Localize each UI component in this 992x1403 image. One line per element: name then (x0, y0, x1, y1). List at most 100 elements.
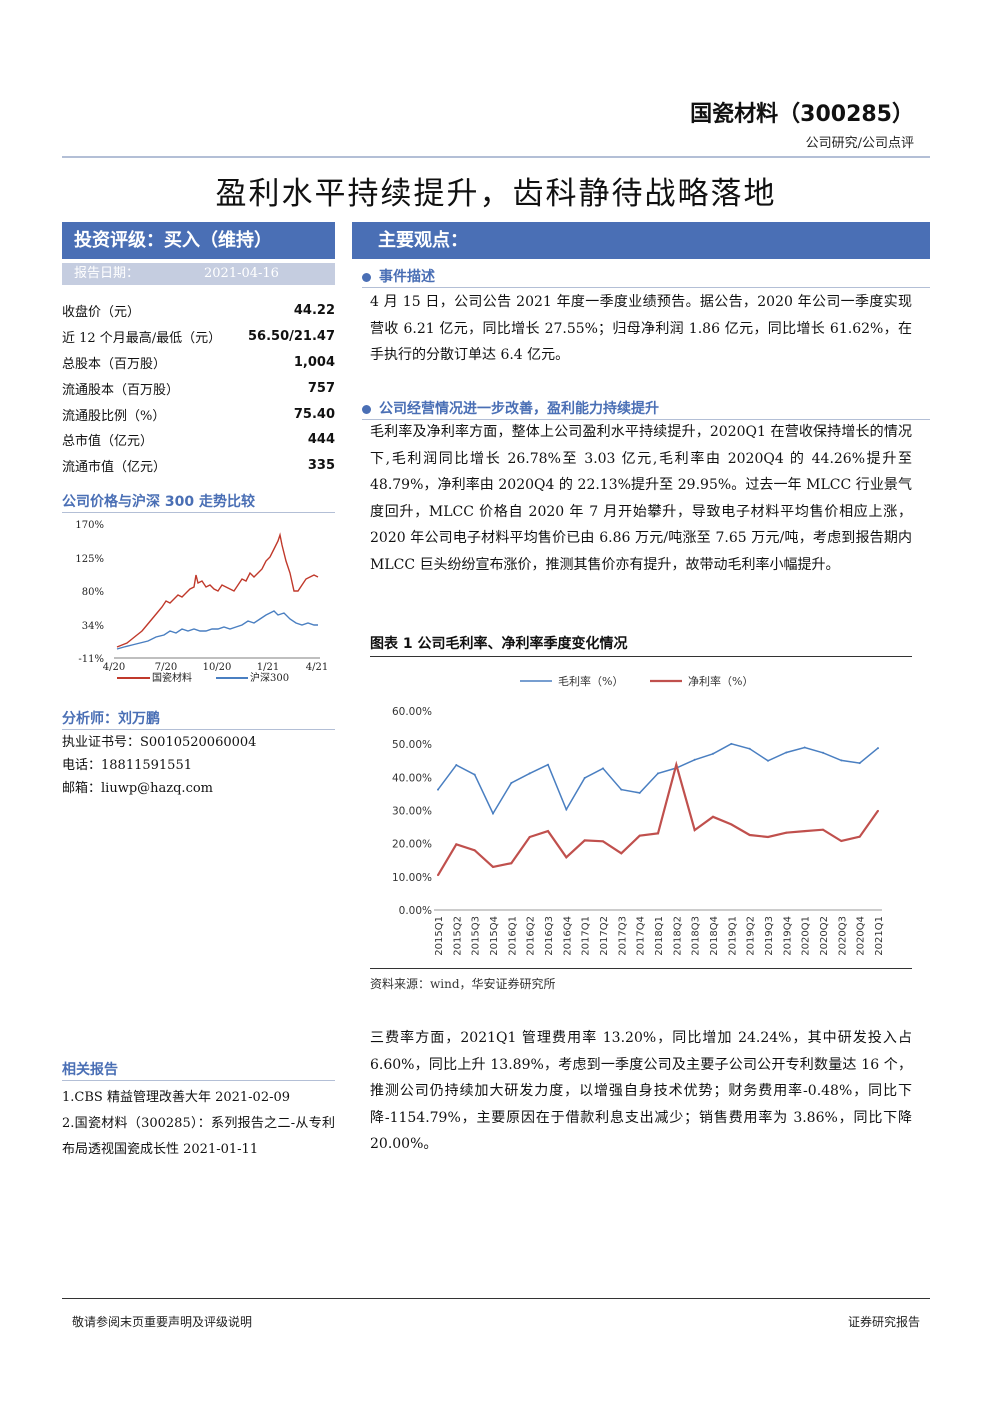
stat-value: 44.22 (293, 303, 335, 319)
report-date-band: 报告日期： 2021-04-16 (62, 263, 335, 285)
data-point (877, 747, 879, 750)
y-tick-label: 50.00% (392, 739, 432, 751)
report-date-value: 2021-04-16 (204, 266, 279, 281)
data-point (510, 862, 513, 865)
data-point (620, 852, 623, 855)
related-divider (62, 1080, 335, 1081)
data-point (528, 836, 531, 839)
section-title: 事件描述 (379, 269, 435, 285)
y-tick-label: 10.00% (392, 872, 432, 884)
x-tick-label: 4/21 (306, 662, 328, 673)
data-point (858, 762, 861, 765)
x-tick-label: 2020Q4 (856, 916, 867, 956)
x-tick-label: 2020Q2 (819, 916, 830, 956)
x-tick-label: 2015Q4 (489, 916, 500, 956)
stat-value: 757 (307, 380, 335, 396)
main-viewpoint-band: 主要观点： (352, 222, 930, 259)
stat-row: 总市值（亿元） 444 (62, 427, 335, 453)
report-date-label: 报告日期： (74, 266, 140, 281)
x-tick-label: 2020Q1 (801, 916, 812, 956)
data-point (748, 834, 751, 837)
x-tick-label: 2015Q2 (452, 916, 463, 956)
index-line (116, 610, 318, 650)
section-title: 公司经营情况进一步改善，盈利能力持续提升 (379, 401, 659, 417)
footer-report-type: 证券研究报告 (847, 1315, 920, 1329)
data-point (767, 759, 769, 762)
report-title: 盈利水平持续提升，齿科静待战略落地 (215, 176, 777, 212)
y-tick-label: 125% (75, 554, 104, 565)
x-tick-label: 2017Q1 (581, 916, 592, 956)
data-point (767, 836, 769, 839)
stat-label: 流通市值（亿元） (62, 460, 167, 476)
legend-label: 毛利率（%） (558, 674, 623, 688)
data-point (473, 849, 476, 852)
analyst-divider (62, 729, 335, 730)
price-chart-heading: 公司价格与沪深 300 走势比较 (62, 494, 255, 510)
analyst-info: 执业证书号：S0010520060004 电话：18811591551 邮箱：l… (62, 731, 335, 800)
y-tick-label: 34% (82, 621, 104, 632)
stat-label: 流通股本（百万股） (62, 382, 180, 398)
stat-label: 近 12 个月最高/最低（元） (62, 331, 222, 347)
data-point (785, 831, 788, 834)
price-comparison-chart: 170% 125% 80% 34% -11% 4/20 7/20 10/20 1… (75, 520, 328, 684)
x-tick-label: 2019Q1 (727, 916, 738, 956)
related-report-link[interactable]: 2.国瓷材料（300285）：系列报告之二-从专利布局透视国瓷成长性 2021-… (62, 1116, 335, 1157)
x-tick-label: 2015Q3 (471, 916, 482, 956)
data-point (730, 742, 733, 745)
x-tick-label: 7/20 (155, 662, 177, 673)
footer-divider (62, 1298, 930, 1299)
data-point (693, 758, 696, 761)
expense-ratio-text: 三费率方面，2021Q1 管理费用率 13.20%，同比增加 24.24%，其中… (370, 1030, 912, 1152)
related-reports-list: 1.CBS 精益管理改善大年 2021-02-09 2.国瓷材料（300285）… (62, 1085, 335, 1163)
x-tick-label: 2019Q2 (746, 916, 757, 956)
data-point (803, 830, 806, 833)
data-point (510, 781, 513, 784)
stat-row: 总股本（百万股） 1,004 (62, 350, 335, 376)
stat-row: 收盘价（元） 44.22 (62, 298, 335, 324)
data-point (693, 829, 696, 832)
data-point (877, 809, 879, 812)
section-event-heading: 事件描述 (362, 266, 435, 286)
data-point (840, 840, 843, 843)
x-tick-label: 2019Q3 (764, 916, 775, 956)
data-point (822, 828, 824, 831)
data-point (437, 874, 439, 877)
x-tick-label: 1/21 (257, 662, 279, 673)
stat-label: 收盘价（元） (62, 305, 141, 321)
data-point (858, 835, 861, 838)
stat-row: 流通股本（百万股） 757 (62, 375, 335, 401)
x-tick-label: 2021Q1 (874, 916, 885, 956)
y-tick-label: 170% (75, 520, 104, 531)
figure-title: 图表 1 公司毛利率、净利率季度变化情况 (370, 636, 628, 652)
data-point (822, 751, 824, 754)
data-point (547, 763, 549, 766)
report-category: 公司研究/公司点评 (805, 136, 914, 151)
stat-row: 流通市值（亿元） 335 (62, 453, 335, 479)
data-point (638, 834, 641, 837)
data-point (565, 808, 568, 811)
x-tick-label: 2017Q3 (617, 916, 628, 956)
figure-source: 资料来源：wind，华安证券研究所 (370, 977, 556, 991)
stock-title: 国瓷材料（300285） (690, 102, 914, 127)
x-tick-label: 2017Q2 (599, 916, 610, 956)
footer-disclaimer[interactable]: 敬请参阅末页重要声明及评级说明 (72, 1315, 253, 1329)
related-report-link[interactable]: 1.CBS 精益管理改善大年 2021-02-09 (62, 1090, 291, 1105)
data-point (583, 776, 586, 779)
data-point (565, 856, 568, 859)
data-point (657, 832, 659, 835)
price-chart-divider (62, 512, 335, 513)
section-divider (362, 419, 930, 420)
data-point (455, 764, 458, 767)
x-tick-label: 4/20 (103, 662, 125, 673)
x-tick-label: 2019Q4 (782, 916, 793, 956)
data-point (492, 865, 494, 868)
analyst-phone: 电话：18811591551 (62, 758, 192, 773)
stat-value: 1,004 (293, 354, 335, 370)
x-tick-label: 2016Q1 (507, 916, 518, 956)
stock-price-line (116, 532, 319, 648)
analyst-email: 邮箱：liuwp@hazq.com (62, 781, 213, 796)
data-point (547, 830, 549, 833)
stat-row: 近 12 个月最高/最低（元） 56.50/21.47 (62, 324, 335, 350)
stat-value: 75.40 (293, 406, 335, 422)
y-tick-label: 60.00% (392, 706, 432, 718)
